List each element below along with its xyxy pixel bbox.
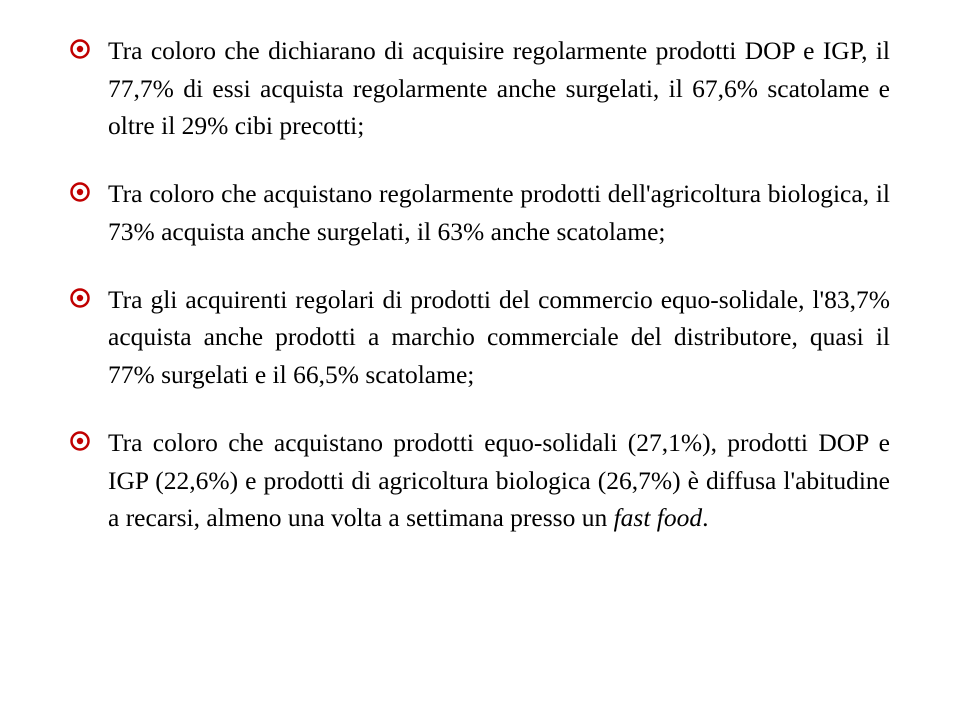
item-text: Tra coloro che acquistano prodotti equo-…	[108, 428, 890, 532]
list-item: Tra coloro che acquistano regolarmente p…	[70, 175, 890, 250]
item-text: Tra coloro che dichiarano di acquisire r…	[108, 36, 890, 140]
bullet-list: Tra coloro che dichiarano di acquisire r…	[70, 32, 890, 537]
item-text: Tra gli acquirenti regolari di prodotti …	[108, 285, 890, 389]
bullet-icon	[70, 39, 90, 59]
list-item: Tra gli acquirenti regolari di prodotti …	[70, 281, 890, 394]
list-item: Tra coloro che dichiarano di acquisire r…	[70, 32, 890, 145]
list-item: Tra coloro che acquistano prodotti equo-…	[70, 424, 890, 537]
item-text: Tra coloro che acquistano regolarmente p…	[108, 179, 890, 246]
item-italic: fast food	[614, 503, 703, 532]
bullet-icon	[70, 288, 90, 308]
bullet-icon	[70, 431, 90, 451]
item-post: .	[702, 503, 708, 532]
bullet-icon	[70, 182, 90, 202]
